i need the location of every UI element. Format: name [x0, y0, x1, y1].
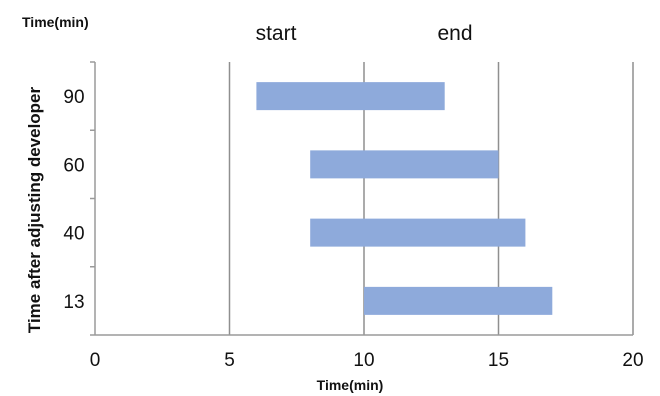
end-annotation: end — [437, 22, 472, 45]
x-tick-label-10: 10 — [353, 350, 374, 371]
top-left-label: Time(min) — [22, 14, 89, 30]
bar-13 — [364, 286, 553, 315]
y-tick-label-40: 40 — [63, 224, 84, 245]
y-tick-marks — [90, 61, 95, 336]
start-annotation: start — [256, 22, 297, 45]
y-axis-title: Time after adjusting developer — [25, 86, 44, 333]
bars — [256, 82, 553, 315]
x-tick-label-5: 5 — [224, 350, 235, 371]
y-tick-label-60: 60 — [63, 155, 84, 176]
x-tick-labels: 0 5 10 15 20 — [90, 350, 644, 371]
x-tick-label-20: 20 — [622, 350, 643, 371]
x-axis-title: Time(min) — [317, 377, 384, 393]
y-tick-label-13: 13 — [63, 292, 84, 313]
y-tick-label-90: 90 — [63, 87, 84, 108]
y-tick-labels: 90 60 40 13 — [63, 87, 84, 313]
x-tick-label-0: 0 — [90, 350, 101, 371]
bar-40 — [310, 218, 526, 247]
x-tick-label-15: 15 — [488, 350, 509, 371]
bar-60 — [310, 150, 499, 179]
bar-90 — [256, 82, 445, 111]
